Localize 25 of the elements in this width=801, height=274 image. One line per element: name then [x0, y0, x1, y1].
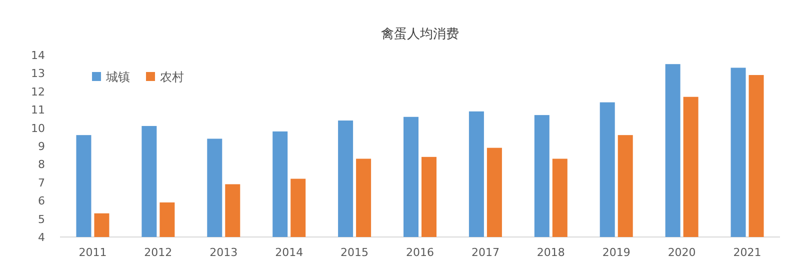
x-tick-label: 2016 [406, 246, 434, 259]
x-tick-label: 2021 [733, 246, 762, 259]
y-tick-label: 10 [31, 122, 45, 135]
y-tick-label: 7 [38, 176, 45, 190]
y-tick-label: 14 [31, 49, 45, 62]
x-tick-label: 2015 [340, 246, 369, 259]
y-tick-label: 6 [38, 194, 45, 208]
y-tick-label: 9 [38, 140, 45, 153]
x-tick-label: 2013 [210, 246, 238, 259]
y-tick-label: 4 [38, 231, 45, 244]
legend-label: 城镇 [105, 70, 130, 84]
y-tick-label: 13 [31, 67, 45, 80]
chart-title: 禽蛋人均消费 [381, 27, 459, 42]
legend-label: 农村 [160, 70, 184, 84]
x-tick-label: 2018 [536, 246, 565, 259]
y-tick-label: 5 [38, 212, 45, 226]
y-tick-label: 11 [31, 104, 45, 117]
x-tick-label: 2014 [275, 246, 304, 259]
x-tick-label: 2020 [668, 246, 696, 259]
y-tick-label: 12 [31, 85, 45, 98]
x-tick-label: 2017 [471, 246, 500, 259]
x-tick-label: 2011 [78, 246, 107, 259]
x-tick-label: 2019 [602, 246, 630, 259]
y-tick-label: 8 [38, 158, 45, 172]
x-tick-label: 2012 [144, 246, 172, 259]
